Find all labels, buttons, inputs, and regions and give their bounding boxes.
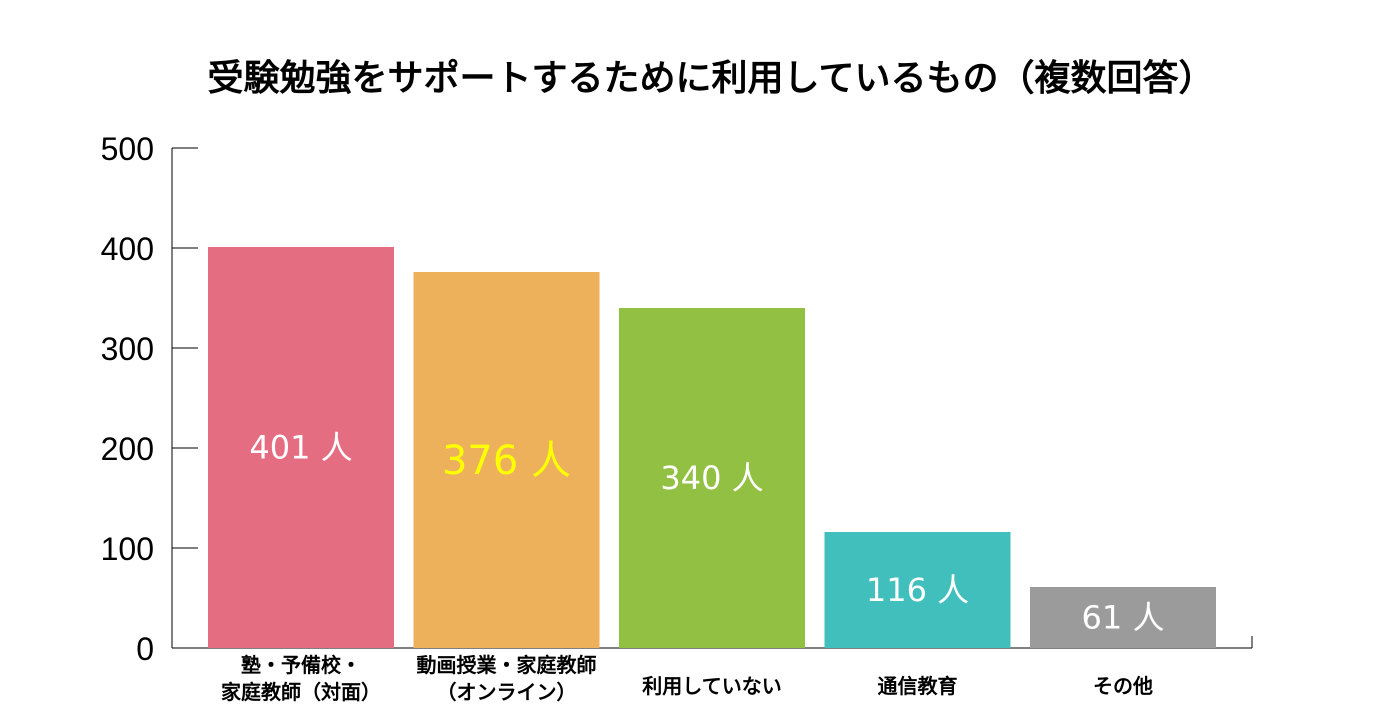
chart-title: 受験勉強をサポートするために利用しているもの（複数回答）	[208, 57, 1215, 99]
y-tick-label: 100	[101, 531, 154, 567]
x-tick-label: 利用していない	[642, 674, 781, 698]
bar	[824, 532, 1011, 648]
x-tick-label: 塾・予備校・	[241, 653, 361, 677]
y-tick-label: 300	[101, 331, 154, 367]
y-tick-label: 500	[101, 131, 154, 167]
x-tick-label: 通信教育	[878, 674, 958, 698]
y-tick-label: 200	[101, 431, 154, 467]
bar-value-label: 376 人	[442, 438, 571, 484]
bar	[208, 247, 394, 648]
x-tick-label: （オンライン）	[437, 680, 577, 704]
bar	[413, 272, 600, 648]
bar	[1030, 587, 1216, 648]
y-tick-label: 400	[101, 231, 154, 267]
bar-value-label: 116 人	[866, 571, 969, 609]
x-tick-label: その他	[1093, 674, 1153, 698]
category-labels: 塾・予備校・家庭教師（対面） 動画授業・家庭教師 （オンライン） 利用していない 通信教…	[221, 653, 1153, 704]
bar-value-label: 340 人	[660, 459, 763, 497]
bar-value-label: 401 人	[249, 429, 352, 467]
bar-value-labels: 401 人 376 人 340 人 116 人 61 人	[249, 429, 1164, 637]
x-tick-label: 動画授業・家庭教師	[417, 653, 597, 677]
bar	[619, 308, 805, 648]
bar-value-label: 61 人	[1082, 599, 1165, 637]
y-axis: 0 100 200 300 400 500	[101, 131, 198, 667]
y-tick-label: 0	[136, 631, 154, 667]
x-tick-label: 家庭教師（対面）	[221, 680, 381, 704]
bars	[208, 247, 1216, 648]
